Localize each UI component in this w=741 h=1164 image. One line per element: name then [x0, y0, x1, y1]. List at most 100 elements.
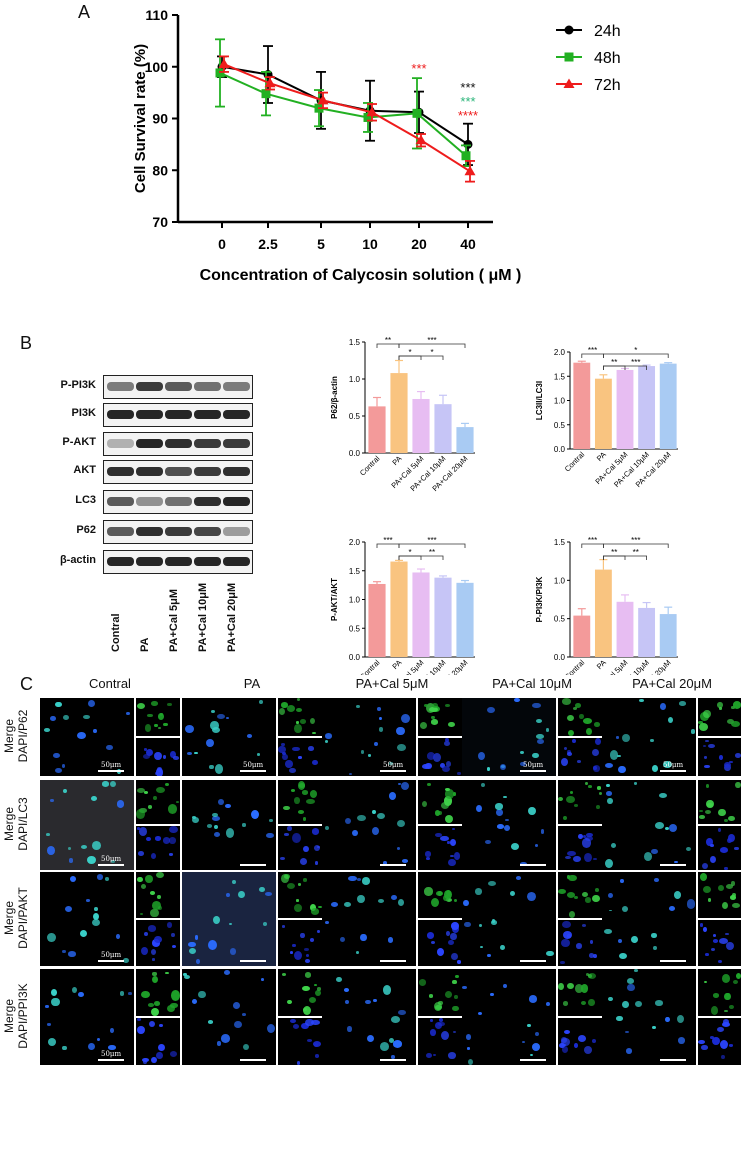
cell: [562, 698, 572, 705]
micrograph-green-channel: [278, 969, 322, 1016]
cell: [168, 804, 178, 814]
micrograph-green-channel: [698, 780, 741, 824]
bar: [456, 427, 474, 453]
cell: [50, 715, 57, 722]
cell: [287, 882, 296, 889]
cell: [148, 1021, 155, 1028]
micrograph-dapi-channel: [698, 826, 741, 870]
cell: [397, 744, 406, 751]
cell: [717, 959, 722, 964]
cell: [668, 717, 674, 723]
cell: [156, 872, 165, 879]
cell: [453, 995, 458, 999]
cell: [136, 1018, 141, 1022]
cell: [101, 781, 110, 787]
significance-bracket: [602, 365, 648, 370]
cell: [487, 880, 496, 886]
blot-band: [136, 439, 163, 448]
significance-annotation: ***: [411, 61, 426, 76]
bar-y-tick-label: 2.0: [349, 538, 361, 547]
cell: [475, 804, 482, 812]
micrograph-dapi-channel: [558, 738, 602, 776]
cell: [732, 701, 741, 709]
cell: [440, 762, 446, 768]
cell: [308, 997, 316, 1003]
blot-band: [223, 497, 250, 506]
cell: [302, 817, 307, 821]
blot-band: [107, 527, 134, 536]
cell: [278, 707, 286, 716]
scale-bar: [380, 960, 406, 962]
cell: [154, 772, 159, 776]
cell: [617, 755, 622, 758]
cell: [676, 1015, 684, 1024]
cell: [532, 702, 542, 709]
cell: [519, 750, 524, 754]
cell: [558, 983, 564, 990]
cell: [425, 851, 431, 857]
significance-label: **: [429, 548, 435, 557]
cell: [440, 1030, 449, 1041]
cell: [570, 790, 574, 794]
blot-band: [107, 410, 134, 419]
point-72h: [218, 58, 230, 69]
cell: [562, 1001, 569, 1006]
bar-y-tick-label: 1.5: [554, 538, 566, 547]
bar-category-label: PA: [595, 658, 608, 671]
cell: [721, 1022, 730, 1028]
micrograph-merge: 50μm: [322, 698, 416, 776]
cell: [698, 722, 708, 731]
cell: [93, 907, 98, 911]
row-label-line1: Merge: [2, 999, 16, 1034]
cell: [310, 790, 318, 798]
cell: [630, 936, 638, 944]
cell: [436, 948, 444, 957]
cell: [401, 713, 411, 724]
survival-line-chart: 70 80 90 100 110 0 2.5 5 10 20 40 Cell Survival rat…: [132, 7, 621, 284]
cell: [724, 866, 728, 870]
cell: [119, 991, 125, 996]
micrograph-grid: Contral PA PA+Cal 5μM PA+Cal 10μM PA+Cal 20μ…: [0, 676, 741, 1164]
significance-label: **: [385, 336, 391, 345]
cell: [282, 754, 288, 761]
cell: [731, 892, 736, 897]
cell: [88, 1042, 96, 1050]
cell: [573, 856, 581, 863]
cell: [574, 896, 579, 900]
blot-band: [165, 527, 192, 536]
cell: [455, 974, 460, 979]
x-tick-label: 40: [460, 236, 476, 252]
cell: [211, 727, 220, 733]
scale-bar: [520, 770, 546, 772]
cell: [155, 767, 164, 776]
cell: [388, 937, 394, 943]
micrograph-green-channel: [418, 698, 462, 736]
cell: [448, 721, 455, 727]
cell: [208, 940, 217, 951]
cell: [450, 854, 455, 857]
cell: [391, 1055, 395, 1060]
significance-annotation: ****: [458, 108, 478, 123]
cell: [53, 753, 60, 759]
cell: [311, 828, 320, 835]
cell: [564, 855, 572, 860]
cell: [258, 700, 263, 705]
cell: [709, 843, 714, 848]
x-tick-label: 10: [362, 236, 378, 252]
bar: [412, 572, 430, 657]
cell: [698, 809, 703, 813]
cell: [314, 1054, 319, 1058]
cell: [585, 972, 589, 976]
cell: [324, 739, 329, 744]
cell: [62, 949, 66, 954]
cell: [491, 920, 498, 925]
cell: [734, 781, 741, 789]
cell: [91, 919, 100, 927]
blot-lane-label: PA: [139, 637, 151, 652]
bar: [390, 373, 408, 453]
cell: [594, 722, 601, 727]
cell: [444, 738, 449, 743]
x-tick-label: 0: [218, 236, 226, 252]
cell: [330, 901, 339, 908]
cell: [722, 1018, 730, 1025]
